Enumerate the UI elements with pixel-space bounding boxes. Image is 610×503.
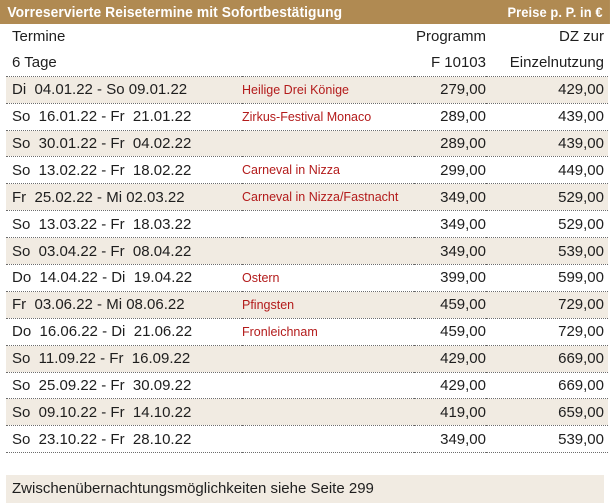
program-price: 349,00 [414,237,486,266]
footer-note: Zwischenübernachtungsmöglichkeiten siehe… [6,475,604,503]
program-price: 459,00 [414,318,486,346]
col-event-spacer [242,24,414,50]
table-row: So 11.09.22 - Fr 16.09.22 429,00 669,00 [6,345,608,373]
event-label [242,345,414,373]
dz-price: 439,00 [486,130,608,158]
program-price: 349,00 [414,183,486,212]
event-label: Heilige Drei Könige [242,76,414,104]
event-label: Zirkus-Festival Monaco [242,103,414,131]
program-price: 299,00 [414,156,486,185]
program-price: 289,00 [414,130,486,158]
dz-price: 539,00 [486,237,608,266]
dz-price: 669,00 [486,372,608,400]
program-code: F 10103 [414,49,486,77]
table-row: So 13.02.22 - Fr 18.02.22 Carneval in Niz… [6,156,608,185]
date-range: Do 16.06.22 - Di 21.06.22 [6,318,242,346]
dz-price: 669,00 [486,345,608,373]
dates-table: Termine Programm DZ zur 6 Tage F 10103 E… [6,24,608,454]
date-range: So 16.01.22 - Fr 21.01.22 [6,103,242,131]
table-row: Di 04.01.22 - So 09.01.22 Heilige Drei Kö… [6,76,608,104]
program-price: 419,00 [414,398,486,427]
date-range: Fr 03.06.22 - Mi 08.06.22 [6,291,242,319]
dz-price: 539,00 [486,425,608,454]
dz-price: 449,00 [486,156,608,185]
dz-price: 429,00 [486,76,608,104]
program-price: 289,00 [414,103,486,131]
program-price: 399,00 [414,264,486,292]
table-title-bar: Vorreservierte Reisetermine mit Sofortbe… [0,0,610,24]
table-title: Vorreservierte Reisetermine mit Sofortbe… [7,3,343,21]
event-label: Ostern [242,264,414,292]
col-termine: Termine [6,24,242,50]
table-row: Fr 25.02.22 - Mi 02.03.22 Carneval in Niz… [6,183,608,212]
table-row: Do 16.06.22 - Di 21.06.22 Fronleichnam 459… [6,318,608,346]
event-label [242,237,414,266]
table-row: So 16.01.22 - Fr 21.01.22 Zirkus-Festival… [6,103,608,131]
table-row: So 23.10.22 - Fr 28.10.22 349,00 539,00 [6,425,608,454]
dz-sub-label: Einzelnutzung [486,49,608,77]
dz-price: 729,00 [486,318,608,346]
event-label: Pfingsten [242,291,414,319]
date-range: So 09.10.22 - Fr 14.10.22 [6,398,242,427]
event-label [242,210,414,239]
date-range: Do 14.04.22 - Di 19.04.22 [6,264,242,292]
date-range: So 23.10.22 - Fr 28.10.22 [6,425,242,454]
date-range: So 03.04.22 - Fr 08.04.22 [6,237,242,266]
program-price: 429,00 [414,345,486,373]
program-price: 349,00 [414,210,486,239]
dz-price: 529,00 [486,210,608,239]
date-range: So 30.01.22 - Fr 04.02.22 [6,130,242,158]
event-label [242,130,414,158]
date-range: So 13.03.22 - Fr 18.03.22 [6,210,242,239]
header-row-1: Termine Programm DZ zur [6,24,608,50]
event-label [242,372,414,400]
event-label: Carneval in Nizza/Fastnacht [242,183,414,212]
dz-price: 659,00 [486,398,608,427]
table-row: Do 14.04.22 - Di 19.04.22 Ostern 399,00 599… [6,264,608,292]
prices-note: Preise p. P. in € [507,4,603,20]
table-row: So 03.04.22 - Fr 08.04.22 349,00 539,00 [6,237,608,266]
dz-price: 729,00 [486,291,608,319]
table-row: So 13.03.22 - Fr 18.03.22 349,00 529,00 [6,210,608,239]
date-range: So 11.09.22 - Fr 16.09.22 [6,345,242,373]
dz-price: 529,00 [486,183,608,212]
duration-label: 6 Tage [6,49,242,77]
event-label [242,398,414,427]
col-programm: Programm [414,24,486,50]
event-label: Carneval in Nizza [242,156,414,185]
date-range: So 25.09.22 - Fr 30.09.22 [6,372,242,400]
program-price: 429,00 [414,372,486,400]
date-range: So 13.02.22 - Fr 18.02.22 [6,156,242,185]
program-price: 349,00 [414,425,486,454]
event-label: Fronleichnam [242,318,414,346]
program-price: 459,00 [414,291,486,319]
date-range: Fr 25.02.22 - Mi 02.03.22 [6,183,242,212]
table-row: So 30.01.22 - Fr 04.02.22 289,00 439,00 [6,130,608,158]
col-event-spacer-2 [242,49,414,77]
date-range: Di 04.01.22 - So 09.01.22 [6,76,242,104]
event-label [242,425,414,454]
dz-price: 599,00 [486,264,608,292]
col-dz: DZ zur [486,24,608,50]
dz-price: 439,00 [486,103,608,131]
header-row-2: 6 Tage F 10103 Einzelnutzung [6,49,608,77]
table-row: So 09.10.22 - Fr 14.10.22 419,00 659,00 [6,398,608,427]
table-row: So 25.09.22 - Fr 30.09.22 429,00 669,00 [6,372,608,400]
table-row: Fr 03.06.22 - Mi 08.06.22 Pfingsten 459,00… [6,291,608,319]
program-price: 279,00 [414,76,486,104]
